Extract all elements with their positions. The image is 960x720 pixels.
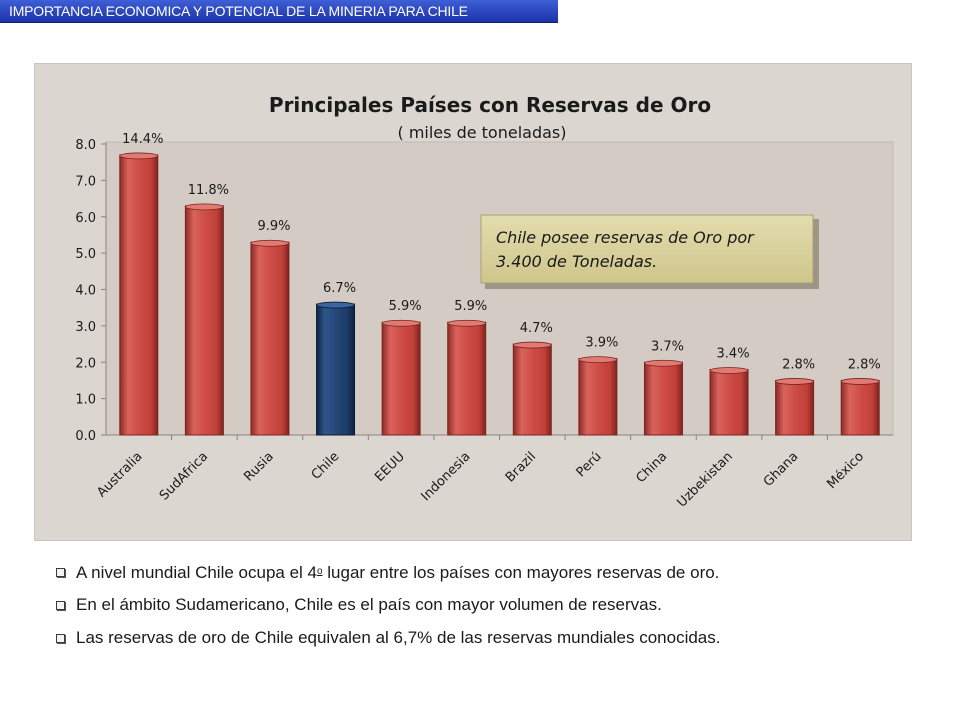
bar-body — [119, 154, 159, 436]
x-category-label: EEUU — [372, 449, 408, 485]
bullet-text-1-pre: A nivel mundial Chile ocupa el 4 — [76, 563, 317, 582]
y-tick-label: 6.0 — [75, 211, 96, 226]
bullet-text-2: En el ámbito Sudamericano, Chile es el p… — [76, 595, 662, 614]
bar-sudafrica — [184, 203, 224, 436]
bar-china — [643, 359, 683, 436]
data-label: 11.8% — [188, 183, 229, 198]
x-category-label: Indonesia — [418, 449, 473, 504]
data-label: 5.9% — [389, 299, 422, 314]
x-category-label: Rusia — [241, 449, 276, 484]
bar-body — [840, 379, 880, 436]
data-label: 3.7% — [651, 339, 684, 354]
bar-top — [250, 239, 290, 247]
bar-top — [578, 356, 618, 364]
data-label: 5.9% — [454, 299, 487, 314]
x-category-label: China — [633, 449, 670, 486]
bar-uzbekistan — [709, 367, 749, 436]
bar-body — [381, 321, 421, 436]
bullet-item: En el ámbito Sudamericano, Chile es el p… — [54, 594, 720, 627]
x-category-label: Ghana — [761, 449, 802, 490]
data-label: 4.7% — [520, 321, 553, 336]
y-tick-label: 2.0 — [75, 356, 96, 371]
data-label: 2.8% — [848, 357, 881, 372]
bar-brazil — [512, 341, 552, 436]
bar-body — [250, 241, 290, 436]
data-label: 6.7% — [323, 281, 356, 296]
callout-box: Chile posee reservas de Oro por 3.400 de… — [480, 214, 819, 289]
bar-body — [578, 358, 618, 436]
bar-body — [775, 379, 815, 436]
y-tick-label: 7.0 — [75, 174, 96, 189]
y-tick-label: 0.0 — [75, 429, 96, 444]
bar-top — [381, 319, 421, 327]
chart-subtitle: ( miles de toneladas) — [398, 123, 567, 142]
bar-top — [709, 367, 749, 374]
bar-body — [447, 321, 487, 436]
bar-top — [184, 203, 224, 211]
data-label: 14.4% — [122, 132, 163, 147]
x-category-label: Chile — [309, 449, 343, 483]
bar-top — [512, 341, 552, 349]
header-title: IMPORTANCIA ECONOMICA Y POTENCIAL DE LA … — [9, 3, 468, 19]
bar-body — [512, 343, 552, 436]
bar-body — [184, 205, 224, 436]
bar-body — [316, 303, 356, 436]
y-tick-label: 4.0 — [75, 284, 96, 299]
bar-indonesia — [447, 319, 487, 436]
square-bullet-icon — [56, 601, 65, 610]
header-bar: IMPORTANCIA ECONOMICA Y POTENCIAL DE LA … — [0, 0, 558, 23]
chart-panel: Principales Países con Reservas de Oro (… — [34, 63, 912, 541]
data-label: 3.4% — [717, 347, 750, 362]
x-category-label: SudAfrica — [157, 449, 211, 503]
x-category-label: Australia — [94, 449, 145, 500]
x-category-label: Brazil — [503, 449, 539, 485]
bar-top — [775, 378, 815, 385]
bar-top — [447, 319, 487, 327]
callout-line-2: 3.400 de Toneladas. — [496, 252, 657, 271]
bar-eeuu — [381, 319, 421, 436]
bar-top — [840, 378, 880, 385]
y-tick-label: 5.0 — [75, 247, 96, 262]
bullet-item: Las reservas de oro de Chile equivalen a… — [54, 627, 720, 660]
bar-top — [119, 152, 159, 160]
bar-body — [709, 369, 749, 436]
bar-ghana — [775, 378, 815, 436]
y-tick-label: 8.0 — [75, 138, 96, 153]
bar-rusia — [250, 239, 290, 436]
x-category-label: Uzbekistan — [674, 449, 735, 510]
bar-australia — [119, 152, 159, 436]
x-category-label: Perú — [574, 449, 605, 480]
bullet-text-1-post: lugar entre los países con mayores reser… — [322, 563, 720, 582]
bar-top — [644, 359, 683, 367]
bar-top — [316, 301, 355, 309]
bullet-item: A nivel mundial Chile ocupa el 4o lugar … — [54, 561, 720, 594]
square-bullet-icon — [56, 568, 65, 577]
y-tick-label: 1.0 — [75, 393, 96, 408]
bar-body — [643, 361, 683, 436]
bullet-list: A nivel mundial Chile ocupa el 4o lugar … — [54, 561, 720, 660]
data-label: 3.9% — [585, 336, 618, 351]
callout-line-1: Chile posee reservas de Oro por — [496, 228, 755, 247]
y-tick-label: 3.0 — [75, 320, 96, 335]
square-bullet-icon — [56, 634, 65, 643]
chart-title: Principales Países con Reservas de Oro — [269, 93, 711, 117]
gold-reserves-chart: Principales Países con Reservas de Oro (… — [75, 93, 894, 511]
data-label: 2.8% — [782, 357, 815, 372]
data-label: 9.9% — [257, 219, 290, 234]
x-category-label: México — [824, 449, 867, 492]
bullet-text-3: Las reservas de oro de Chile equivalen a… — [76, 628, 721, 647]
ordinal-marker: o — [316, 566, 323, 577]
bar-chile — [316, 301, 356, 436]
bar-méxico — [840, 378, 880, 436]
bar-perú — [578, 356, 618, 436]
